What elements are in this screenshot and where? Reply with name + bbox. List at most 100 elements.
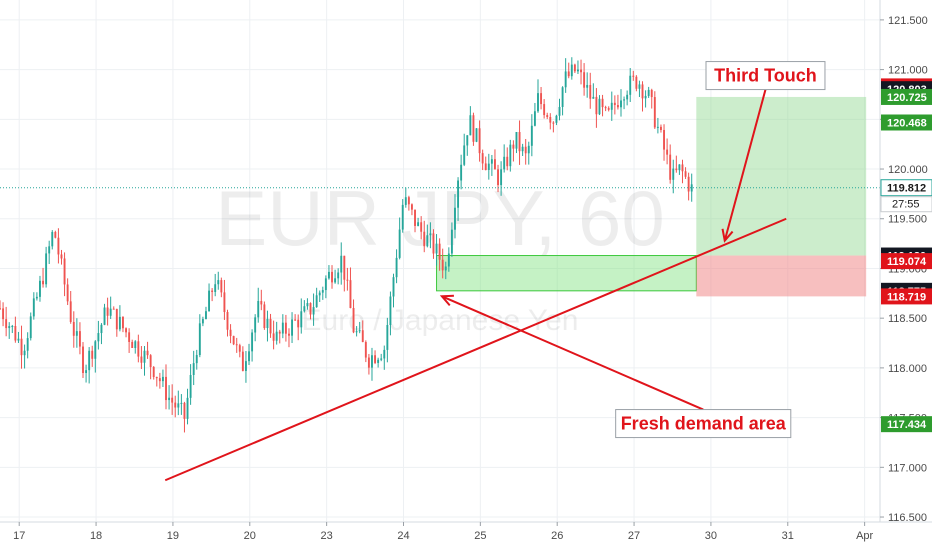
candle-body xyxy=(598,98,601,115)
candle-body xyxy=(20,338,23,356)
annotations: Third Touch Fresh demand area xyxy=(439,61,826,439)
candle-body xyxy=(518,132,521,152)
candle-body xyxy=(515,132,518,149)
candle-body xyxy=(429,233,432,236)
candle-body xyxy=(165,376,167,401)
candle-body xyxy=(143,350,146,363)
candle-body xyxy=(601,98,604,108)
annotation: Fresh demand area xyxy=(439,294,792,439)
x-tick-label: 19 xyxy=(167,530,179,542)
candle-body xyxy=(647,89,650,96)
x-tick-label: 18 xyxy=(90,530,102,542)
candle-body xyxy=(564,71,567,88)
candle-body xyxy=(567,71,570,77)
candle-body xyxy=(158,378,161,382)
candle-body xyxy=(441,259,444,271)
candle-body xyxy=(383,349,386,359)
candle-body xyxy=(417,222,420,226)
candle-body xyxy=(426,235,429,247)
candle-body xyxy=(487,163,490,170)
price-tag-label: 120.468 xyxy=(887,117,927,129)
candle-body xyxy=(570,64,573,77)
candle-body xyxy=(454,207,456,230)
candle-body xyxy=(17,338,20,341)
candle-body xyxy=(23,350,26,356)
candle-body xyxy=(626,94,629,100)
candle-body xyxy=(85,370,88,373)
candle-body xyxy=(281,322,284,334)
candle-body xyxy=(490,159,493,164)
candle-body xyxy=(586,84,589,88)
candle-body xyxy=(275,331,278,341)
candle-body xyxy=(291,319,294,336)
candle-body xyxy=(583,72,586,88)
candle-body xyxy=(201,319,204,324)
candle-body xyxy=(450,229,453,254)
candle-body xyxy=(503,156,506,170)
candle-body xyxy=(137,341,140,357)
candle-body xyxy=(260,300,263,305)
candle-body xyxy=(497,169,499,186)
candle-body xyxy=(509,144,512,167)
candle-body xyxy=(57,237,60,255)
candle-body xyxy=(343,255,346,280)
candle-body xyxy=(420,222,423,232)
candle-body xyxy=(11,325,14,327)
candle-body xyxy=(660,126,662,130)
candle-body xyxy=(186,397,189,419)
candle-body xyxy=(340,255,343,273)
candle-body xyxy=(14,325,17,341)
candle-body xyxy=(404,197,407,205)
stop-zone xyxy=(696,255,867,297)
candle-body xyxy=(549,116,552,123)
candle-body xyxy=(641,84,644,99)
candle-body xyxy=(533,111,536,126)
candle-body xyxy=(168,397,171,401)
candle-body xyxy=(687,176,690,192)
candle-body xyxy=(675,168,678,171)
candle-body xyxy=(5,319,8,329)
candle-body xyxy=(198,323,201,356)
candle-body xyxy=(669,154,672,180)
candle-body xyxy=(512,144,515,149)
candle-body xyxy=(469,115,472,136)
candle-body xyxy=(666,149,669,155)
candle-body xyxy=(69,301,72,322)
candle-body xyxy=(389,296,392,326)
candle-body xyxy=(573,64,576,72)
candle-body xyxy=(220,280,223,293)
candle-body xyxy=(500,169,503,186)
price-tag-label: 119.812 xyxy=(887,183,926,195)
x-axis: 17 18 19 20 23 24 25 26 27 30 31 Apr xyxy=(0,521,932,542)
candle-body xyxy=(380,358,383,360)
price-tag-label: 118.719 xyxy=(887,291,926,303)
candle-body xyxy=(66,284,69,302)
candle-body xyxy=(189,374,192,398)
candle-body xyxy=(63,258,66,285)
candle-body xyxy=(620,100,622,108)
candle-body xyxy=(552,122,555,124)
candle-body xyxy=(392,277,395,297)
candle-body xyxy=(438,243,441,260)
candle-body xyxy=(395,257,398,278)
candle-body xyxy=(616,105,619,108)
candle-body xyxy=(192,363,195,375)
x-tick-label: 25 xyxy=(474,530,486,542)
x-tick-label: Apr xyxy=(856,530,873,542)
candle-body xyxy=(527,145,530,154)
price-tag-box xyxy=(881,88,932,105)
x-tick-label: 26 xyxy=(551,530,563,542)
candle-body xyxy=(604,107,607,109)
price-tag-label: 119.074 xyxy=(887,256,927,268)
candle-body xyxy=(300,311,303,328)
candle-body xyxy=(349,280,352,309)
price-tag: 118.719 xyxy=(881,288,932,305)
candle-body xyxy=(244,361,247,371)
candle-body xyxy=(358,330,361,332)
candle-body xyxy=(128,332,131,342)
candle-body xyxy=(272,333,275,341)
y-tick-label: 120.000 xyxy=(888,164,928,176)
candle-body xyxy=(484,163,487,170)
